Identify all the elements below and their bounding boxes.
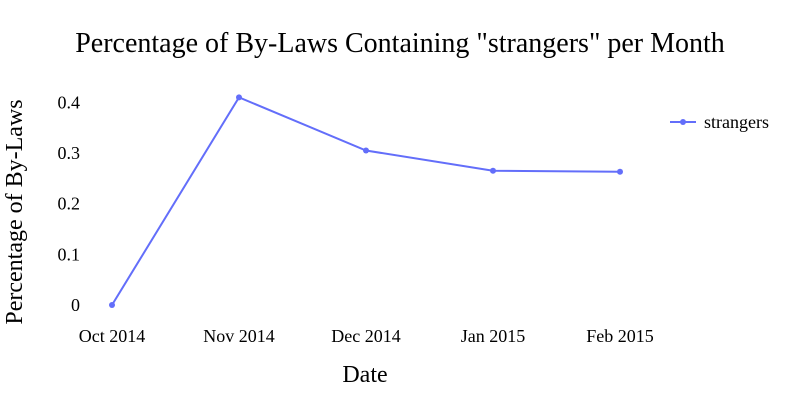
x-tick-label: Dec 2014 [331,326,400,346]
x-tick-label: Jan 2015 [461,326,526,346]
y-tick-label: 0.3 [58,143,81,163]
x-tick-label: Nov 2014 [203,326,275,346]
data-point[interactable] [617,168,623,175]
x-axis-ticks: Oct 2014 Nov 2014 Dec 2014 Jan 2015 Feb 2015 [79,326,654,346]
y-tick-label: 0 [71,295,80,315]
data-point[interactable] [490,167,496,174]
chart-title: Percentage of By-Laws Containing "strang… [75,28,725,59]
y-axis-ticks: 0 0.1 0.2 0.3 0.4 [58,92,81,315]
x-tick-label: Feb 2015 [586,326,654,346]
y-tick-label: 0.1 [58,244,81,264]
data-point[interactable] [109,302,115,308]
y-tick-label: 0.4 [58,92,81,112]
series-line-strangers[interactable] [111,96,621,306]
series-layer [109,94,623,308]
data-point[interactable] [363,147,369,154]
x-tick-label: Oct 2014 [79,326,146,346]
x-axis-label: Date [342,362,387,388]
legend[interactable]: strangers [670,112,769,132]
legend-label-strangers: strangers [704,112,769,132]
legend-marker [680,119,686,125]
data-point[interactable] [236,94,242,101]
y-tick-label: 0.2 [58,194,81,214]
y-axis-label: Percentage of By-Laws [2,99,28,324]
